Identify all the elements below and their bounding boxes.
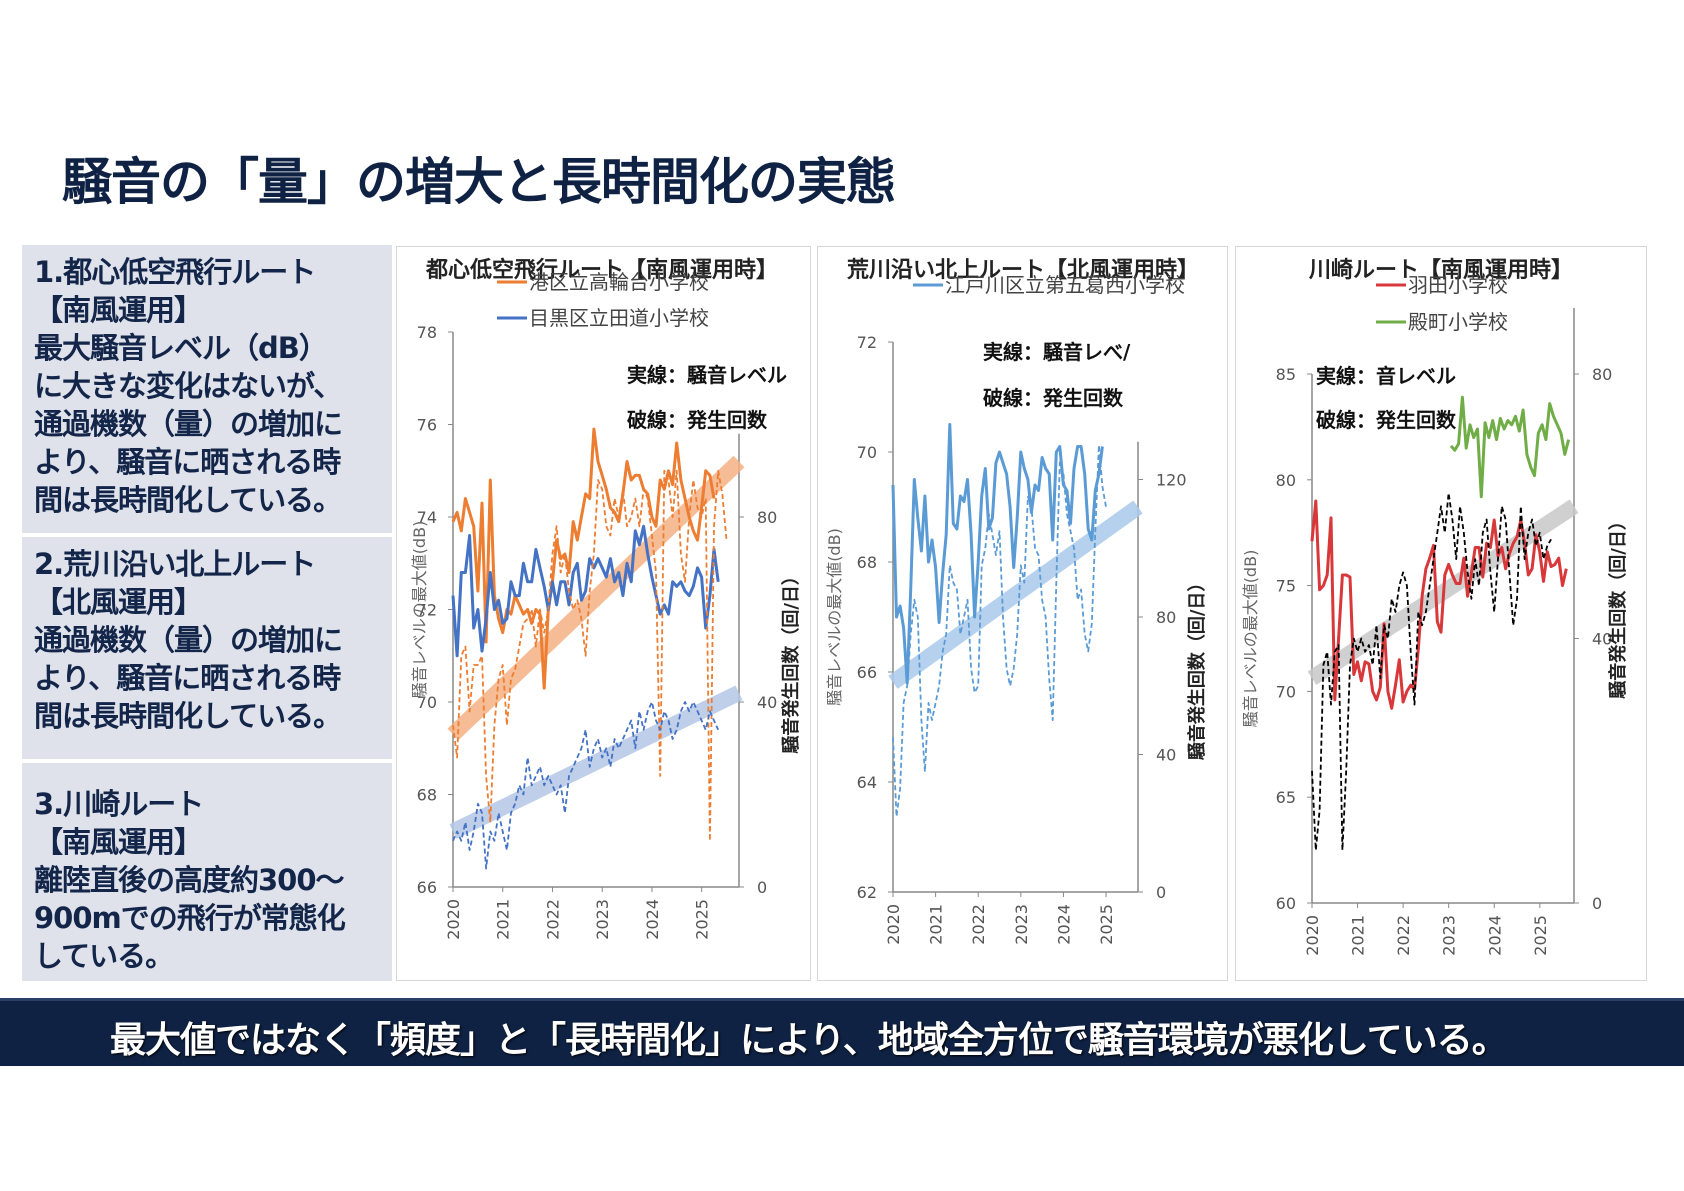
y-tick-label: 70 (417, 693, 437, 712)
y2-tick-label: 40 (757, 693, 777, 712)
trend-band (888, 500, 1143, 689)
page-title: 騒音の「量」の増大と長時間化の実態 (62, 153, 896, 211)
y2-tick-label: 0 (1156, 883, 1166, 902)
note-text-1: 1.都心低空飛行ルート 【南風運用】 最大騒音レベル（dB） に大きな変化はない… (34, 255, 343, 517)
y-tick-label: 66 (417, 878, 437, 897)
x-tick-label: 2020 (1303, 915, 1322, 956)
x-tick-label: 2022 (543, 899, 562, 940)
y-tick-label: 66 (857, 663, 877, 682)
x-tick-label: 2023 (1440, 915, 1459, 956)
y-tick-label: 65 (1276, 788, 1296, 807)
y-tick-label: 72 (417, 601, 437, 620)
chart-annotation: 破線：発生回数 (627, 408, 768, 432)
x-tick-label: 2025 (1097, 904, 1116, 945)
legend-label: 港区立高輪台小学校 (529, 270, 709, 294)
legend-label: 江戸川区立第五葛西小学校 (945, 273, 1185, 297)
y-tick-label: 64 (857, 773, 877, 792)
chart-annotation: 実線：音レベル (1316, 364, 1456, 388)
x-tick-label: 2022 (1394, 915, 1413, 956)
y-tick-label: 70 (1276, 682, 1296, 701)
chart-panel-toshin: 都心低空飛行ルート【南風運用時】 港区立高輪台小学校 目黒区立田道小学校実線：騒音レ… (396, 246, 811, 981)
note-box-1: 1.都心低空飛行ルート 【南風運用】 最大騒音レベル（dB） に大きな変化はない… (22, 245, 392, 533)
y-tick-label: 60 (1276, 894, 1296, 913)
y2-axis-label: 騒音発生回数（回/日） (1607, 512, 1629, 699)
note-box-2: 2.荒川沿い北上ルート 【北風運用】 通過機数（量）の増加に より、騒音に晒され… (22, 537, 392, 759)
chart-annotation: 実線：騒音レベル (627, 363, 787, 387)
y-axis-label: 騒音レベルの最大値(dB) (410, 521, 429, 699)
y-tick-label: 68 (857, 553, 877, 572)
x-tick-label: 2022 (969, 904, 988, 945)
x-tick-label: 2024 (643, 899, 662, 940)
y2-tick-label: 80 (1156, 608, 1176, 627)
chart-annotation: 実線：騒音レべ/ (983, 340, 1131, 364)
y-axis-label: 騒音レベルの最大値(dB) (1241, 550, 1260, 728)
chart-annotation: 破線：発生回数 (983, 386, 1124, 410)
y-tick-label: 70 (857, 443, 877, 462)
trend-band (447, 455, 745, 741)
legend-label: 目黒区立田道小学校 (529, 306, 709, 330)
y-tick-label: 80 (1276, 471, 1296, 490)
x-tick-label: 2023 (1012, 904, 1031, 945)
y2-tick-label: 0 (1592, 894, 1602, 913)
level-series-line (1310, 499, 1568, 710)
chart-title: 荒川沿い北上ルート【北風運用時】 (847, 258, 1199, 283)
bottom-banner: 最大値ではなく「頻度」と「長時間化」により、地域全方位で騒音環境が悪化している。 (0, 998, 1684, 1066)
chart-annotation: 破線：発生回数 (1316, 408, 1457, 432)
y-tick-label: 72 (857, 333, 877, 352)
y-tick-label: 78 (417, 323, 437, 342)
y-tick-label: 74 (417, 508, 437, 527)
note-text-3: 3.川崎ルート 【南風運用】 離陸直後の高度約300～ 900mでの飛行が常態化… (34, 787, 346, 973)
y2-tick-label: 0 (757, 878, 767, 897)
y2-tick-label: 40 (1156, 746, 1176, 765)
chart-toshin: 都心低空飛行ルート【南風運用時】港区立高輪台小学校目黒区立田道小学校実線：騒音レ… (410, 257, 802, 940)
y2-axis-label: 騒音発生回数（回/日） (1186, 574, 1208, 761)
trend-band (449, 685, 743, 839)
banner-text: 最大値ではなく「頻度」と「長時間化」により、地域全方位で騒音環境が悪化している。 (110, 1020, 1508, 1061)
level-series-line (1449, 395, 1571, 499)
y2-axis-label: 騒音発生回数（回/日） (780, 567, 802, 754)
y2-tick-label: 80 (757, 508, 777, 527)
count-series-line (892, 444, 1107, 818)
chart-title: 都心低空飛行ルート【南風運用時】 (425, 257, 778, 283)
x-tick-label: 2025 (1531, 915, 1550, 956)
x-tick-label: 2020 (884, 904, 903, 945)
level-series-line (891, 423, 1104, 685)
note-box-3: 3.川崎ルート 【南風運用】 離陸直後の高度約300～ 900mでの飛行が常態化… (22, 763, 392, 981)
x-tick-label: 2025 (693, 899, 712, 940)
y2-tick-label: 80 (1592, 365, 1612, 384)
x-tick-label: 2023 (593, 899, 612, 940)
x-tick-label: 2020 (444, 899, 463, 940)
chart-title: 川崎ルート【南風運用時】 (1308, 258, 1573, 283)
y2-tick-label: 40 (1592, 630, 1612, 649)
level-series-line (451, 524, 720, 658)
x-tick-label: 2021 (494, 899, 513, 940)
x-tick-label: 2021 (1349, 915, 1368, 956)
x-tick-label: 2024 (1485, 915, 1504, 956)
note-text-2: 2.荒川沿い北上ルート 【北風運用】 通過機数（量）の増加に より、騒音に晒され… (34, 547, 343, 733)
chart-panel-kawasaki: 川崎ルート【南風運用時】 羽田小学校殿町小学校実線：音レベル 破線：発生回数 60 65… (1235, 246, 1647, 981)
chart-panel-arakawa: 荒川沿い北上ルート【北風運用時】 江戸川区立第五葛西小学校実線：騒音レべ/破線：発… (817, 246, 1228, 981)
legend-label: 殿町小学校 (1408, 310, 1508, 334)
y-tick-label: 85 (1276, 365, 1296, 384)
y-tick-label: 62 (857, 883, 877, 902)
y-tick-label: 76 (417, 416, 437, 435)
x-tick-label: 2024 (1054, 904, 1073, 945)
legend-label: 羽田小学校 (1408, 273, 1508, 297)
count-series-line (452, 469, 728, 842)
count-series-line (1311, 492, 1552, 851)
chart-arakawa: 荒川沿い北上ルート【北風運用時】江戸川区立第五葛西小学校実線：騒音レべ/破線：発… (825, 258, 1208, 945)
y-tick-label: 75 (1276, 577, 1296, 596)
level-series-line (451, 427, 716, 690)
y-tick-label: 68 (417, 786, 437, 805)
x-tick-label: 2021 (927, 904, 946, 945)
y2-tick-label: 120 (1156, 471, 1187, 490)
y-axis-label: 騒音レベルの最大値(dB) (825, 528, 844, 706)
